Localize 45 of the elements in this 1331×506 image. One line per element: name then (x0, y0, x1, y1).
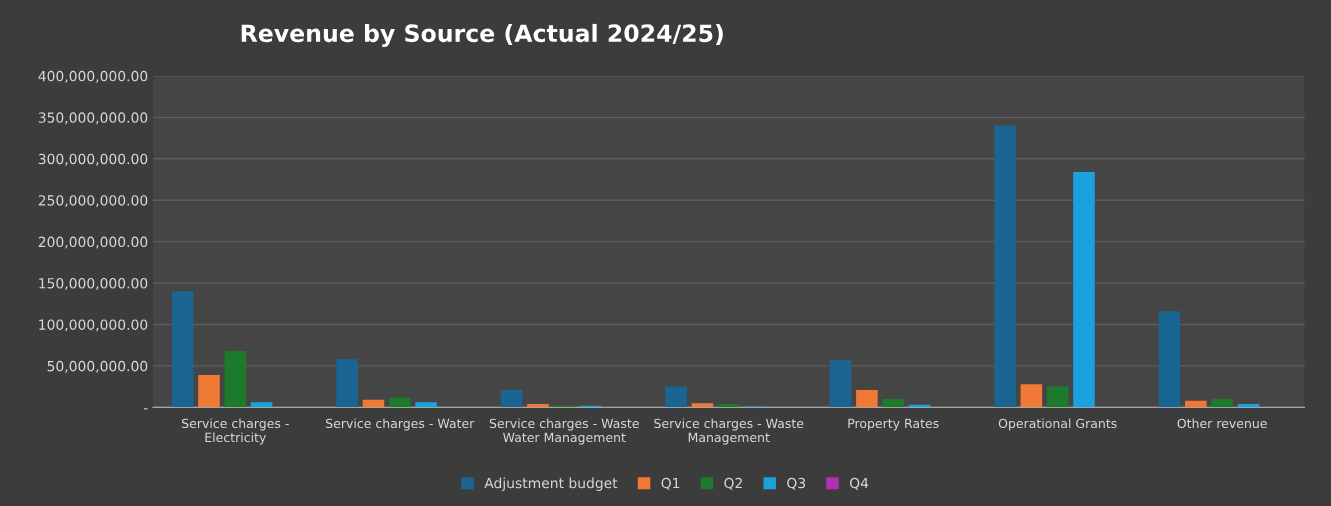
bar (388, 397, 411, 408)
x-tick-label: Service charges - Electricity (182, 418, 289, 445)
bar (198, 375, 220, 408)
y-tick-label: - (143, 408, 148, 410)
legend-label: Q4 (849, 477, 869, 490)
bar (717, 404, 740, 408)
bar (1020, 384, 1043, 408)
bar (527, 404, 549, 408)
bar (250, 402, 273, 408)
y-tick-label: 400,000,000.00 (38, 70, 148, 83)
legend-label: Adjustment budget (484, 477, 618, 491)
x-tick-label: Property Rates (848, 418, 939, 431)
x-tick-label: Service charges - Waste Water Management (489, 418, 639, 445)
bar (224, 350, 247, 408)
bar (336, 359, 358, 408)
bar (1211, 399, 1233, 408)
bar (415, 402, 437, 408)
chart-title: Revenue by Source (Actual 2024/25) (241, 23, 723, 47)
legend-label: Q3 (787, 477, 806, 490)
y-tick-label: 50,000,000.00 (47, 360, 148, 373)
bar (994, 125, 1016, 408)
x-tick-label: Service charges - Water (326, 418, 475, 431)
y-tick-label: 200,000,000.00 (38, 236, 148, 249)
bar (1046, 386, 1069, 408)
y-tick-label: 250,000,000.00 (38, 195, 148, 208)
legend-label: Q1 (661, 477, 680, 490)
legend-label: Q2 (724, 477, 742, 490)
bar (1158, 311, 1181, 408)
bar (856, 389, 878, 408)
bar (362, 399, 385, 408)
x-tick-label: Service charges - Waste Management (654, 418, 804, 445)
bar (1073, 172, 1095, 408)
x-tick-label: Other revenue (1177, 418, 1267, 429)
bar (829, 360, 852, 408)
y-tick-label: 350,000,000.00 (38, 112, 148, 125)
y-tick-label: 100,000,000.00 (39, 319, 148, 332)
bar (171, 291, 194, 408)
bar (691, 403, 714, 408)
y-tick-label: 150,000,000.00 (39, 278, 148, 290)
bar (882, 399, 904, 408)
bar (1185, 400, 1207, 408)
bar (500, 389, 523, 408)
x-tick-label: Operational Grants (998, 418, 1117, 431)
bar (665, 386, 687, 408)
y-tick-label: 300,000,000.00 (38, 153, 148, 166)
